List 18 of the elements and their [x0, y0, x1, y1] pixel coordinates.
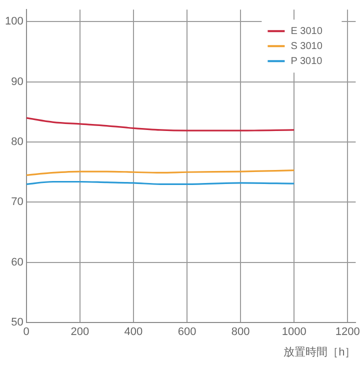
legend-label: E 3010 [290, 26, 323, 37]
y-tick-label: 80 [11, 136, 24, 148]
x-tick-label: 200 [70, 326, 90, 338]
y-tick-label: 60 [11, 256, 24, 268]
x-tick-label: 0 [23, 326, 30, 338]
y-tick-label: 70 [11, 196, 24, 208]
x-tick-label: 400 [124, 326, 143, 338]
x-tick-label: 1000 [282, 326, 306, 338]
x-tick-label: 1200 [335, 326, 360, 338]
x-tick-label: 800 [231, 326, 250, 338]
legend-label: S 3010 [290, 40, 323, 52]
x-tick-label: 600 [178, 326, 196, 338]
x-axis-title: 放置時間［h］ [284, 345, 356, 358]
y-tick-label: 100 [4, 16, 24, 28]
y-tick-label: 90 [11, 76, 24, 88]
line-series [26, 117, 295, 132]
legend-label: P 3010 [290, 56, 323, 67]
y-tick-label: 50 [11, 316, 24, 329]
